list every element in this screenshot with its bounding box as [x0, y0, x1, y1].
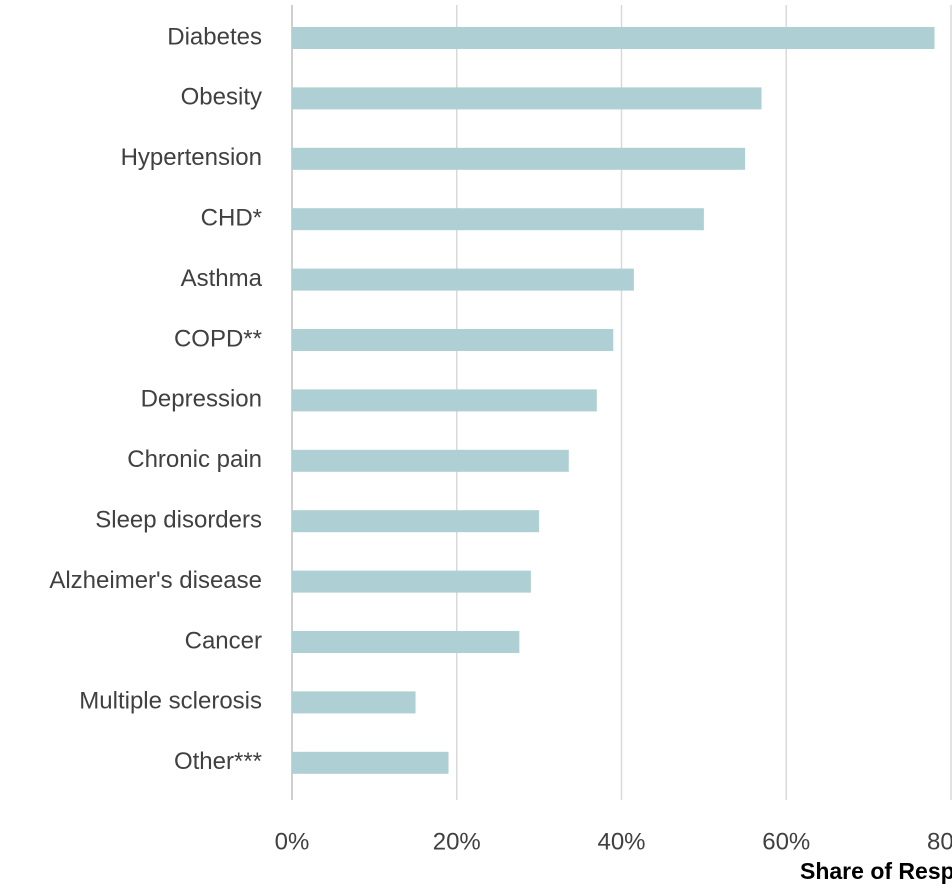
bar [292, 27, 935, 49]
x-tick-label: 40% [597, 828, 645, 855]
y-tick-label: Sleep disorders [95, 507, 262, 534]
bar [292, 631, 520, 653]
bar [292, 87, 762, 110]
bar [292, 389, 597, 412]
y-tick-label: Alzheimer's disease [49, 567, 262, 594]
y-tick-label: COPD** [174, 325, 262, 352]
y-tick-label: Multiple sclerosis [79, 688, 262, 715]
bar [292, 268, 634, 291]
x-tick-label: 80% [927, 828, 952, 855]
y-tick-label: Obesity [181, 84, 262, 111]
x-tick-label: 0% [275, 828, 310, 855]
y-tick-label: Asthma [181, 265, 263, 292]
y-tick-label: Cancer [185, 627, 262, 654]
bar [292, 449, 569, 472]
x-tick-label: 20% [433, 828, 481, 855]
y-tick-label: Depression [141, 386, 262, 413]
x-tick-label: 60% [762, 828, 810, 855]
y-tick-label: CHD* [201, 205, 262, 232]
y-tick-label: Chronic pain [127, 446, 262, 473]
bar [292, 570, 531, 593]
y-tick-label: Other*** [174, 748, 262, 775]
bar [292, 691, 416, 714]
bar [292, 208, 704, 231]
bar [292, 751, 449, 774]
bar [292, 510, 540, 533]
bar [292, 329, 614, 351]
x-axis-title: Share of Respondents [800, 858, 952, 884]
bar [292, 147, 746, 170]
y-tick-label: Diabetes [167, 23, 262, 50]
y-tick-label: Hypertension [121, 144, 262, 171]
